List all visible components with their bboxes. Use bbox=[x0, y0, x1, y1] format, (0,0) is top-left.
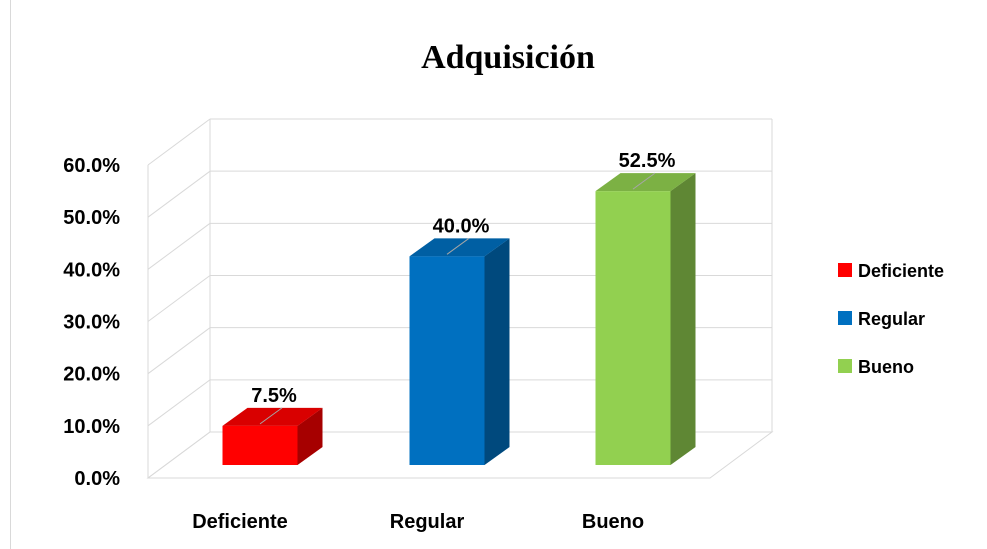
bar-top-shade bbox=[222, 407, 323, 426]
bar bbox=[409, 256, 485, 465]
legend-label: Deficiente bbox=[858, 261, 944, 281]
bar-side-shade bbox=[297, 407, 323, 465]
x-tick-label: Regular bbox=[390, 511, 465, 533]
bar-side bbox=[297, 407, 323, 465]
bar-side-shade bbox=[484, 238, 510, 465]
data-label: 40.0% bbox=[433, 215, 490, 237]
chart-title: Adquisición bbox=[421, 39, 595, 76]
data-label: 7.5% bbox=[251, 385, 297, 407]
x-tick-label: Bueno bbox=[582, 511, 644, 533]
y-tick-label: 10.0% bbox=[63, 416, 120, 438]
label-leader bbox=[446, 237, 470, 255]
bar-side bbox=[484, 238, 510, 465]
grid-line bbox=[147, 431, 211, 479]
legend-swatch bbox=[838, 359, 852, 373]
y-tick-label: 20.0% bbox=[63, 364, 120, 386]
y-tick-label: 30.0% bbox=[63, 312, 120, 334]
data-label: 52.5% bbox=[619, 150, 676, 172]
label-leader bbox=[632, 172, 656, 190]
bar bbox=[222, 425, 298, 465]
bar-side bbox=[670, 173, 696, 465]
legend-swatch bbox=[838, 311, 852, 325]
y-tick-label: 60.0% bbox=[63, 155, 120, 177]
bar-side-shade bbox=[670, 173, 696, 465]
bar-top bbox=[409, 238, 510, 257]
grid-line bbox=[147, 275, 211, 322]
bar-top-shade bbox=[595, 173, 696, 192]
y-tick-label: 40.0% bbox=[63, 259, 120, 281]
grid-line bbox=[147, 327, 211, 375]
legend-swatch bbox=[838, 263, 852, 277]
grid-line bbox=[147, 118, 211, 166]
bar-top-shade bbox=[409, 238, 510, 257]
bar-top bbox=[595, 173, 696, 192]
grid-line bbox=[147, 222, 211, 270]
x-tick-label: Deficiente bbox=[192, 511, 288, 533]
bar-top bbox=[222, 407, 323, 426]
legend-label: Regular bbox=[858, 309, 925, 329]
y-tick-label: 50.0% bbox=[63, 207, 120, 229]
bar bbox=[595, 191, 671, 465]
y-tick-label: 0.0% bbox=[74, 468, 120, 490]
legend-label: Bueno bbox=[858, 357, 914, 377]
label-leader bbox=[259, 407, 283, 425]
grid-line bbox=[147, 379, 211, 427]
grid-line bbox=[147, 170, 211, 218]
